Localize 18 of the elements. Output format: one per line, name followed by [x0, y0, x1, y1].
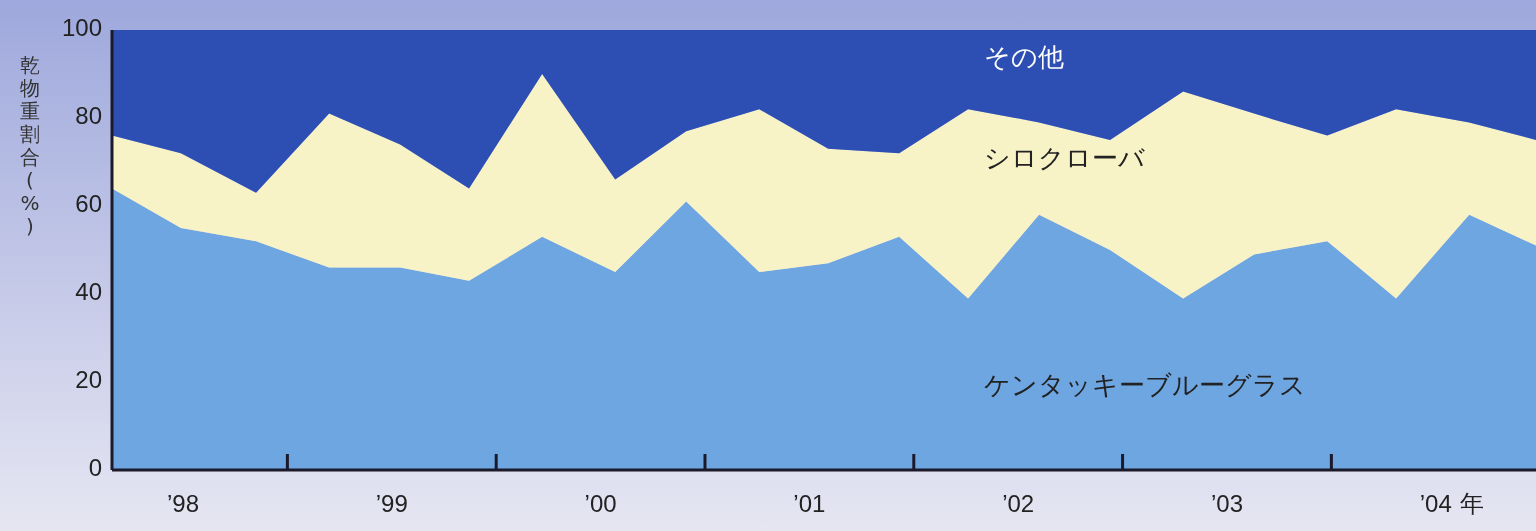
x-tick-label: ’99: [375, 490, 408, 517]
series-label: シロクローバ: [984, 143, 1146, 174]
y-tick-label: 20: [75, 366, 102, 394]
series-label: その他: [984, 42, 1065, 73]
y-tick-label: 80: [75, 102, 102, 130]
x-tick-label: ’03: [1210, 490, 1243, 517]
y-tick-label: 100: [61, 14, 102, 42]
y-tick-label: 60: [75, 190, 102, 218]
x-axis-title: 年: [1459, 490, 1484, 518]
y-axis-title: 乾物重割合(%): [20, 53, 40, 238]
y-tick-label: 0: [88, 454, 102, 482]
series-label: ケンタッキーブルーグラス: [984, 369, 1307, 400]
x-tick-label: ’02: [1002, 490, 1035, 517]
x-tick-label: ’01: [793, 490, 826, 517]
x-tick-label: ’04: [1419, 490, 1452, 517]
x-tick-label: ’00: [584, 490, 617, 517]
x-tick-label: ’98: [166, 490, 200, 517]
y-tick-label: 40: [75, 278, 102, 306]
